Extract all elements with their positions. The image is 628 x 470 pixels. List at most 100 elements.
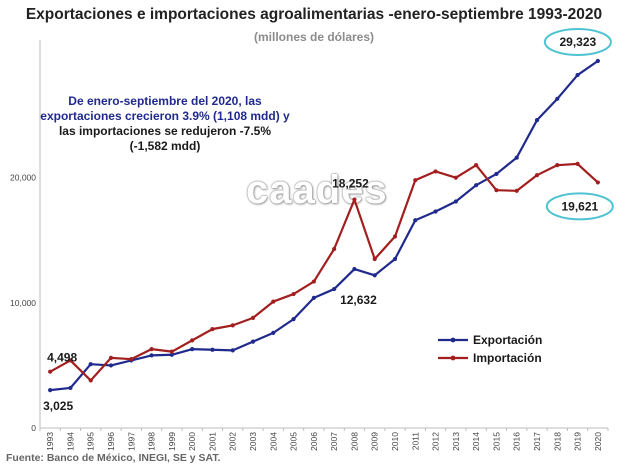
x-tick-label: 2019 — [573, 432, 583, 451]
x-tick-label: 2018 — [552, 432, 562, 451]
data-label-imp-2020: 19,621 — [562, 199, 599, 213]
data-point-importacion — [108, 355, 114, 361]
data-point-importacion — [68, 358, 73, 363]
x-tick-label: 2009 — [370, 432, 380, 451]
x-tick-label: 1994 — [65, 432, 75, 451]
data-point-exportacion — [149, 353, 154, 358]
data-point-exportacion — [392, 256, 398, 262]
data-point-importacion — [595, 180, 600, 185]
x-tick-label: 2017 — [532, 432, 542, 451]
data-point-importacion — [271, 299, 276, 304]
note-line-2: exportaciones crecieron 3.9% (1,108 mdd)… — [20, 109, 310, 124]
legend-label-importacion: Importación — [473, 351, 542, 365]
annotation-note: De enero-septiembre del 2020, las export… — [20, 94, 310, 154]
x-tick-label: 2013 — [451, 432, 461, 451]
note-line-3: las importaciones se redujeron -7.5% — [58, 124, 272, 138]
x-tick-label: 1999 — [167, 432, 177, 451]
x-tick-label: 2012 — [431, 432, 441, 451]
data-point-importacion — [575, 161, 580, 167]
data-point-importacion — [494, 188, 499, 193]
data-point-importacion — [352, 197, 357, 202]
legend-marker-exportacion — [450, 337, 456, 343]
x-tick-label: 2002 — [228, 432, 238, 451]
legend-marker-importacion — [450, 355, 456, 361]
data-label-imp-2008: 18,252 — [332, 177, 369, 191]
note-line-4: (-1,582 mdd) — [129, 139, 201, 153]
x-tick-label: 2014 — [471, 432, 481, 451]
x-tick-label: 2008 — [349, 432, 359, 451]
data-point-exportacion — [88, 362, 93, 367]
data-point-exportacion — [352, 266, 357, 272]
data-point-importacion — [291, 291, 296, 297]
x-tick-label: 2000 — [187, 432, 197, 451]
series-layer — [48, 58, 600, 393]
data-point-exportacion — [433, 209, 438, 214]
data-point-exportacion — [575, 72, 580, 78]
series-line-importacion — [49, 162, 599, 382]
data-point-exportacion — [474, 183, 479, 188]
data-point-importacion — [372, 256, 377, 262]
x-tick-label: 2011 — [410, 432, 420, 451]
series-line-exportacion — [50, 60, 599, 392]
legend-label-exportacion: Exportación — [473, 333, 542, 347]
data-label-imp-1993: 4,498 — [47, 351, 77, 365]
chart-subtitle: (millones de dólares) — [253, 30, 375, 44]
data-point-exportacion — [332, 286, 337, 292]
watermark-logo: caades — [246, 168, 388, 212]
data-point-exportacion — [514, 155, 519, 160]
x-tick-label: 1993 — [45, 432, 55, 451]
data-point-exportacion — [68, 385, 73, 391]
data-point-exportacion — [291, 317, 296, 322]
data-point-exportacion — [230, 348, 235, 353]
x-tick-label: 2010 — [390, 432, 400, 451]
data-point-importacion — [534, 173, 540, 178]
legend: Exportación Importación — [438, 333, 542, 365]
x-tick-label: 2001 — [207, 432, 217, 451]
data-point-exportacion — [210, 347, 215, 352]
chart-title: Exportaciones e importaciones agroalimen… — [25, 6, 603, 23]
data-point-importacion — [169, 349, 174, 354]
data-point-importacion — [474, 163, 479, 168]
x-tick-label: 2003 — [248, 432, 258, 451]
data-point-exportacion — [453, 199, 458, 204]
data-point-importacion — [210, 327, 215, 332]
data-point-exportacion — [48, 388, 53, 393]
data-point-exportacion — [372, 273, 377, 278]
x-tick-label: 2020 — [593, 432, 603, 451]
x-tick-label: 2015 — [491, 432, 501, 451]
labels-layer: 4,498 3,025 18,252 12,632 29,323 19,621 — [43, 27, 614, 413]
data-point-importacion — [129, 357, 134, 362]
data-point-importacion — [332, 246, 337, 252]
data-point-importacion — [190, 338, 195, 343]
data-point-importacion — [250, 315, 256, 320]
data-point-exportacion — [311, 295, 316, 300]
x-tick-label: 1997 — [126, 432, 136, 451]
y-tick-label: 10,000 — [10, 298, 36, 308]
x-tick-label: 2006 — [309, 432, 319, 451]
source-note: Fuente: Banco de México, INEGI, SE y SAT… — [6, 452, 221, 464]
y-tick-label: 20,000 — [10, 173, 36, 183]
data-point-importacion — [453, 175, 458, 180]
data-point-importacion — [555, 163, 560, 168]
x-tick-label: 2007 — [329, 432, 339, 451]
x-tick-label: 2016 — [512, 432, 522, 451]
data-point-exportacion — [494, 171, 499, 177]
x-tick-label: 2005 — [289, 432, 299, 451]
data-point-exportacion — [108, 363, 114, 368]
x-tick-label: 1998 — [147, 432, 157, 451]
data-label-exp-1993: 3,025 — [43, 399, 73, 413]
data-point-importacion — [392, 234, 398, 239]
data-point-importacion — [149, 347, 154, 352]
data-point-exportacion — [169, 352, 174, 357]
data-point-exportacion — [595, 58, 600, 64]
data-point-importacion — [514, 188, 519, 193]
data-point-exportacion — [190, 347, 195, 352]
data-point-exportacion — [413, 218, 418, 223]
x-tick-label: 2004 — [268, 432, 278, 451]
data-label-exp-2008: 12,632 — [340, 293, 377, 307]
data-label-exp-2020: 29,323 — [560, 35, 597, 49]
data-point-exportacion — [534, 118, 540, 123]
data-point-exportacion — [271, 330, 276, 335]
